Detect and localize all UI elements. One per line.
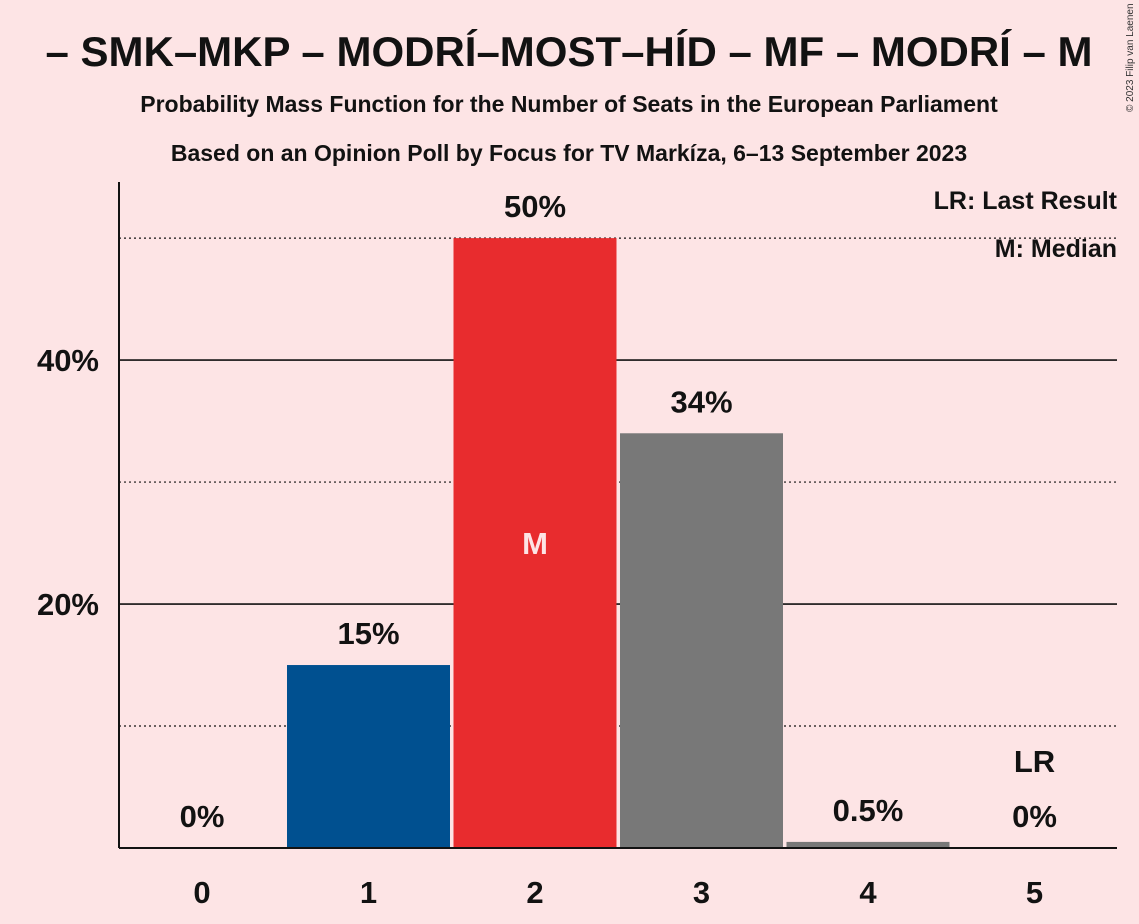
legend-median: M: Median bbox=[995, 235, 1117, 263]
x-tick-label: 3 bbox=[693, 875, 710, 910]
bar bbox=[287, 665, 450, 848]
axes bbox=[118, 182, 1117, 849]
x-tick-label: 5 bbox=[1026, 875, 1043, 910]
data-label: 0% bbox=[1012, 799, 1057, 834]
bar bbox=[786, 841, 950, 848]
legend-last-result: LR: Last Result bbox=[934, 187, 1118, 215]
bar bbox=[620, 433, 783, 848]
chart-subtitle-1: Probability Mass Function for the Number… bbox=[140, 91, 998, 117]
last-result-marker: LR bbox=[1014, 744, 1055, 779]
labels: 20%40%00%115%250%334%40.5%50%MLR bbox=[37, 189, 1057, 910]
chart-subtitle-2: Based on an Opinion Poll by Focus for TV… bbox=[171, 140, 967, 166]
y-tick-label: 40% bbox=[37, 343, 99, 378]
data-label: 50% bbox=[504, 189, 566, 224]
x-tick-label: 0 bbox=[193, 875, 210, 910]
data-label: 15% bbox=[337, 616, 399, 651]
bar bbox=[453, 238, 617, 849]
x-tick-label: 2 bbox=[526, 875, 543, 910]
y-tick-label: 20% bbox=[37, 587, 99, 622]
x-tick-label: 4 bbox=[859, 875, 877, 910]
gridlines bbox=[119, 237, 1117, 727]
bars bbox=[287, 238, 950, 849]
data-label: 0.5% bbox=[833, 793, 904, 828]
data-label: 0% bbox=[180, 799, 225, 834]
data-label: 34% bbox=[670, 384, 732, 419]
x-tick-label: 1 bbox=[360, 875, 377, 910]
copyright: © 2023 Filip van Laenen bbox=[1125, 3, 1136, 112]
median-marker: M bbox=[522, 526, 548, 561]
chart-title: – SMK–MKP – MODRÍ–MOST–HÍD – MF – MODRÍ … bbox=[45, 28, 1092, 75]
